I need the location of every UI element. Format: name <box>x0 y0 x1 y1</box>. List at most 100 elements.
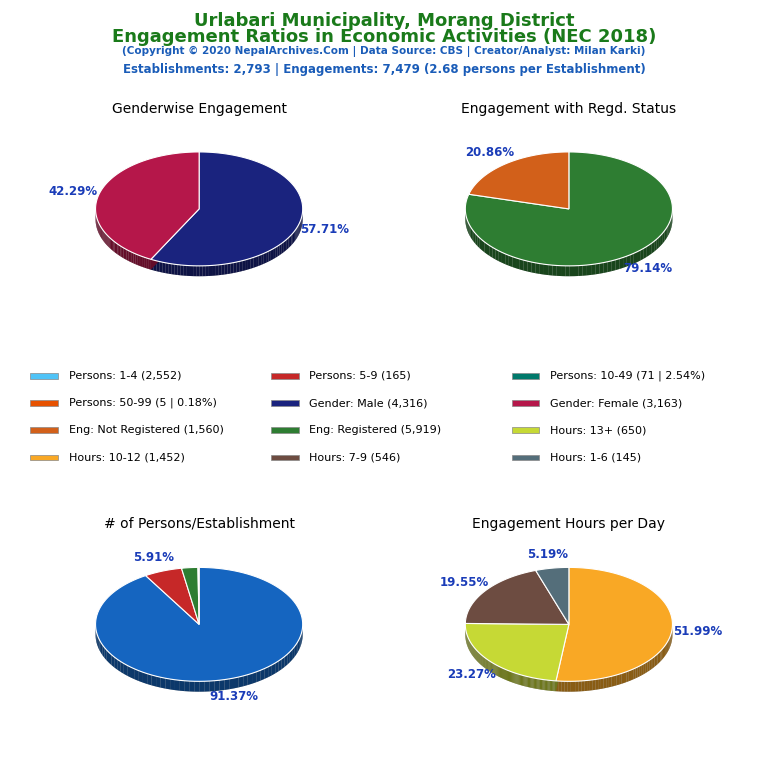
Polygon shape <box>503 668 504 679</box>
Polygon shape <box>512 257 516 268</box>
Polygon shape <box>544 264 548 275</box>
Polygon shape <box>256 256 259 266</box>
Polygon shape <box>99 640 101 653</box>
Polygon shape <box>657 237 659 250</box>
Polygon shape <box>131 667 135 680</box>
Polygon shape <box>465 624 569 681</box>
Polygon shape <box>669 222 670 234</box>
Polygon shape <box>296 227 297 239</box>
Polygon shape <box>290 650 292 662</box>
Polygon shape <box>520 674 521 685</box>
Text: Establishments: 2,793 | Engagements: 7,479 (2.68 persons per Establishment): Establishments: 2,793 | Engagements: 7,4… <box>123 63 645 76</box>
Polygon shape <box>230 678 234 689</box>
Polygon shape <box>118 659 121 672</box>
Polygon shape <box>143 672 147 684</box>
Polygon shape <box>114 657 118 670</box>
Polygon shape <box>125 249 127 260</box>
Polygon shape <box>107 650 109 663</box>
Polygon shape <box>130 251 132 263</box>
Polygon shape <box>285 654 287 667</box>
Polygon shape <box>545 680 546 690</box>
Polygon shape <box>500 667 501 677</box>
Polygon shape <box>652 241 654 253</box>
Ellipse shape <box>465 578 673 692</box>
Polygon shape <box>530 677 531 688</box>
Polygon shape <box>469 225 471 237</box>
Polygon shape <box>282 657 285 669</box>
Polygon shape <box>195 681 200 692</box>
Polygon shape <box>535 263 540 274</box>
Polygon shape <box>151 260 154 270</box>
Polygon shape <box>509 671 510 682</box>
Polygon shape <box>663 230 664 243</box>
Ellipse shape <box>95 578 303 692</box>
Polygon shape <box>147 258 149 269</box>
Polygon shape <box>277 245 280 257</box>
Polygon shape <box>212 265 215 276</box>
Polygon shape <box>644 247 646 259</box>
Polygon shape <box>181 568 199 624</box>
Text: 42.29%: 42.29% <box>49 185 98 198</box>
Polygon shape <box>641 249 644 260</box>
Polygon shape <box>124 248 125 259</box>
Polygon shape <box>151 209 199 270</box>
Polygon shape <box>660 650 662 661</box>
Polygon shape <box>584 680 587 691</box>
Polygon shape <box>606 677 609 688</box>
Polygon shape <box>573 681 576 692</box>
FancyBboxPatch shape <box>511 455 539 460</box>
Polygon shape <box>508 670 509 681</box>
Polygon shape <box>578 266 583 276</box>
FancyBboxPatch shape <box>271 373 299 379</box>
Polygon shape <box>110 237 111 249</box>
Text: Hours: 7-9 (546): Hours: 7-9 (546) <box>310 452 401 462</box>
Polygon shape <box>165 678 170 690</box>
Polygon shape <box>227 263 230 274</box>
Polygon shape <box>465 152 673 266</box>
Polygon shape <box>629 670 631 681</box>
Polygon shape <box>294 230 296 242</box>
Polygon shape <box>666 227 667 239</box>
Polygon shape <box>124 664 127 676</box>
Polygon shape <box>275 247 277 258</box>
Polygon shape <box>547 680 548 690</box>
Polygon shape <box>659 235 661 247</box>
Polygon shape <box>644 663 646 674</box>
Polygon shape <box>286 238 289 250</box>
Polygon shape <box>151 675 156 687</box>
Polygon shape <box>510 671 511 682</box>
Polygon shape <box>550 680 551 691</box>
Polygon shape <box>127 250 128 261</box>
Polygon shape <box>472 230 474 242</box>
Polygon shape <box>664 645 665 657</box>
Text: 91.37%: 91.37% <box>210 690 258 703</box>
Polygon shape <box>119 245 121 257</box>
Polygon shape <box>161 677 165 689</box>
Polygon shape <box>516 674 518 684</box>
Polygon shape <box>487 659 488 670</box>
Polygon shape <box>631 669 634 680</box>
Polygon shape <box>601 678 604 689</box>
Polygon shape <box>478 236 480 248</box>
Polygon shape <box>646 661 647 673</box>
Polygon shape <box>568 681 570 692</box>
Polygon shape <box>496 665 497 676</box>
Polygon shape <box>147 674 151 685</box>
Polygon shape <box>495 249 498 261</box>
Polygon shape <box>565 266 570 276</box>
Polygon shape <box>604 677 606 688</box>
FancyBboxPatch shape <box>30 400 58 406</box>
Polygon shape <box>467 218 468 230</box>
Polygon shape <box>156 676 161 687</box>
Polygon shape <box>261 253 263 265</box>
Polygon shape <box>269 250 271 262</box>
Polygon shape <box>661 233 663 246</box>
Polygon shape <box>266 251 269 263</box>
Polygon shape <box>559 681 561 691</box>
Polygon shape <box>108 237 110 248</box>
Text: Gender: Female (3,163): Gender: Female (3,163) <box>550 398 682 408</box>
Polygon shape <box>485 242 487 254</box>
Polygon shape <box>642 664 644 675</box>
Polygon shape <box>230 263 233 273</box>
Polygon shape <box>200 266 203 276</box>
